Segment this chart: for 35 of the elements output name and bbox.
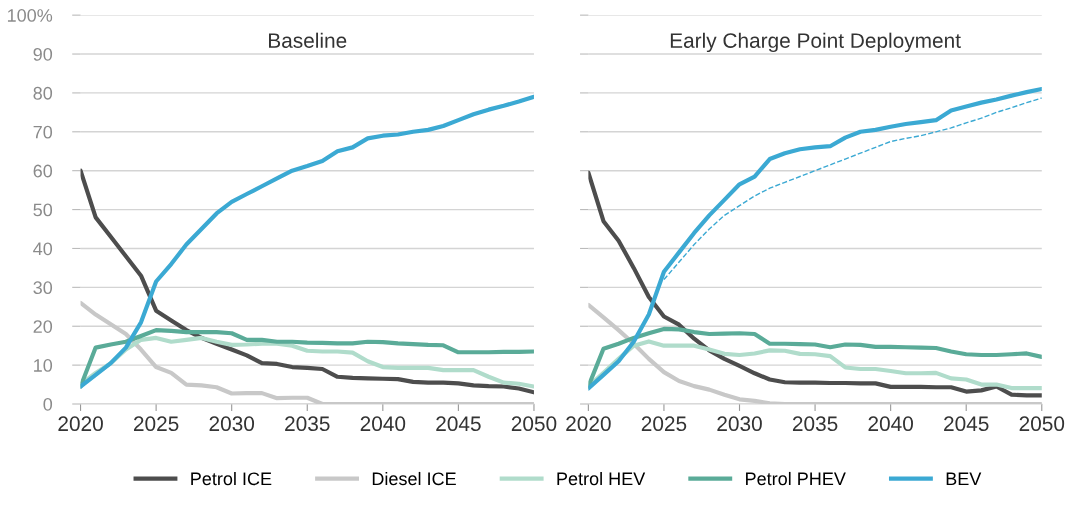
y-tick-label: 40 <box>33 242 53 256</box>
y-tick-label: 60 <box>33 164 53 178</box>
y-tick-label: 0 <box>43 397 53 411</box>
x-tick-label: 2025 <box>134 416 179 432</box>
x-tick-label: 2040 <box>868 416 913 432</box>
y-tick-label: 20 <box>33 320 53 333</box>
y-tick-label: 30 <box>33 281 53 295</box>
legend-label: Petrol HEV <box>557 471 646 486</box>
x-tick-label: 2045 <box>436 416 481 432</box>
y-tick-label: 10 <box>34 359 53 372</box>
x-tick-label: 2030 <box>717 416 762 432</box>
x-tick-label: 2025 <box>641 416 687 432</box>
x-tick-label: 2050 <box>511 416 557 432</box>
legend-label: Petrol ICE <box>191 471 272 486</box>
legend-label: Diesel ICE <box>372 471 456 486</box>
text: Baseline <box>269 32 347 48</box>
legend-label: BEV <box>946 472 982 485</box>
y-tick-label: 90 <box>33 47 53 61</box>
x-tick-label: 2020 <box>58 416 103 432</box>
line-series <box>80 300 534 404</box>
x-tick-label: 2040 <box>360 416 406 432</box>
y-tick-label: 50 <box>33 203 53 217</box>
legend-label: Petrol PHEV <box>746 471 846 486</box>
y-tick-label: 70 <box>33 125 53 139</box>
x-tick-label: 2035 <box>285 416 330 432</box>
y-tick-label: 80 <box>33 86 53 100</box>
x-tick-label: 2030 <box>209 416 255 432</box>
x-tick-label: 2045 <box>944 416 989 432</box>
text: Early Charge Point Deployment <box>670 32 961 53</box>
line-series <box>80 94 534 389</box>
x-tick-label: 2020 <box>566 416 611 432</box>
x-tick-label: 2035 <box>792 416 838 432</box>
x-tick-label: 2050 <box>1019 416 1065 432</box>
line-series <box>80 168 534 395</box>
y-tick-label: 100% <box>7 9 53 22</box>
